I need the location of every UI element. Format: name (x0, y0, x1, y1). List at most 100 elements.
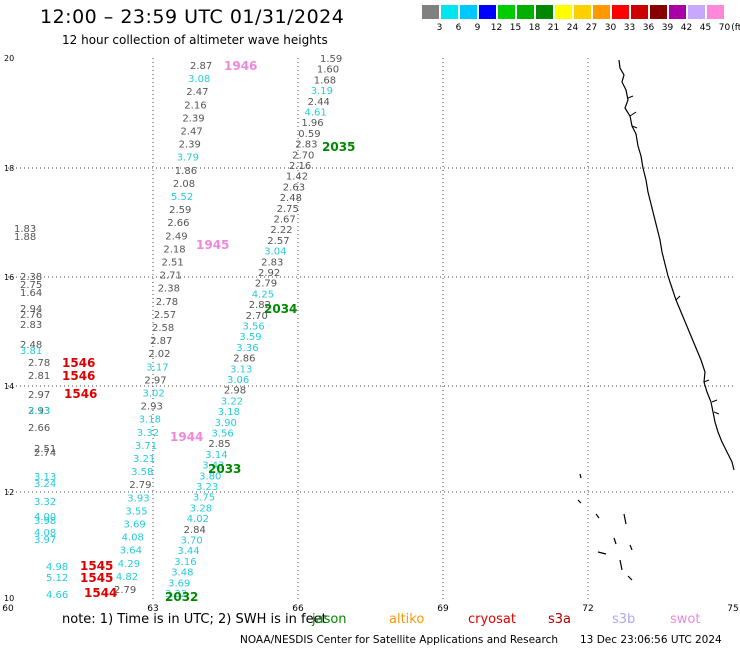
wave-height-label: 2.97 (28, 390, 50, 401)
wave-height-label: 2.59 (169, 205, 191, 216)
legend-label: 24 (566, 23, 579, 33)
map-title: 12:00 – 23:59 UTC 01/31/2024 (40, 6, 345, 28)
footer-note: note: 1) Time is in UTC; 2) SWH is in fe… (62, 612, 327, 627)
wave-height-label: 2.48 (20, 340, 42, 351)
pass-time-label: 1946 (224, 59, 257, 73)
wave-height-label: 3.69 (168, 578, 190, 589)
sat-altika: altiko (389, 612, 425, 627)
legend-label: 27 (585, 23, 598, 33)
wave-height-label: 3.16 (174, 557, 196, 568)
wave-height-label: 3.79 (177, 153, 199, 164)
wave-height-label: 2.39 (179, 140, 201, 151)
legend-swatch (650, 5, 667, 19)
legend-label: 9 (474, 23, 481, 33)
wave-height-label: 2.57 (267, 236, 289, 247)
legend-label: 21 (547, 23, 560, 33)
wave-height-label: 3.23 (196, 482, 218, 493)
wave-height-label: 2.98 (224, 386, 246, 397)
wave-height-label: 2.85 (208, 439, 230, 450)
lat-label: 12 (4, 488, 14, 497)
lon-label: 66 (292, 604, 304, 614)
wave-height-label: 2.44 (308, 97, 330, 108)
legend-label: 3 (436, 23, 443, 33)
legend-label: 42 (680, 23, 693, 33)
lat-label: 20 (4, 54, 14, 63)
sat-s3b: s3b (612, 612, 636, 627)
legend-unit: (ft) (731, 23, 740, 33)
wave-height-label: 2.63 (283, 182, 305, 193)
wave-height-label: 1.88 (14, 232, 36, 243)
legend-label: 70 (718, 23, 731, 33)
wave-height-label: 2.66 (167, 218, 189, 229)
wave-height-label: 2.58 (152, 323, 174, 334)
lat-label: 18 (4, 164, 14, 173)
wave-height-label: 2.38 (20, 272, 42, 283)
coastline (618, 59, 735, 471)
wave-height-label: 2.71 (160, 271, 182, 282)
legend-swatch (555, 5, 572, 19)
pass-time-label: 1546 (62, 356, 95, 370)
legend-label: 33 (623, 23, 636, 33)
pass-time-label: 2033 (208, 462, 241, 476)
wave-height-label: 3.28 (190, 503, 212, 514)
wave-height-label: 3.71 (135, 441, 157, 452)
wave-height-label: 2.94 (20, 304, 42, 315)
sat-swot: swot (670, 612, 701, 627)
wave-height-label: 3.44 (177, 546, 199, 557)
wave-height-label: 1.86 (175, 166, 197, 177)
wave-height-label: 3.56 (243, 322, 265, 333)
wave-height-label: 2.70 (292, 150, 314, 161)
wave-height-label: 3.19 (311, 86, 333, 97)
island-fragments (577, 473, 633, 581)
legend-swatch (688, 5, 705, 19)
wave-height-label: 2.57 (154, 310, 176, 321)
lon-label: 63 (147, 604, 158, 614)
pass-time-label: 2035 (322, 140, 355, 154)
legend-label: 45 (699, 23, 712, 33)
wave-height-label: 1.59 (320, 54, 342, 65)
wave-height-label: 3.13 (230, 364, 252, 375)
wave-height-label: 2.97 (144, 375, 166, 386)
wave-height-label: 1.96 (301, 118, 323, 129)
legend-swatch (669, 5, 686, 19)
lat-label: 10 (4, 594, 14, 603)
wave-height-label: 3.18 (139, 415, 161, 426)
wave-height-label: 2.66 (28, 423, 50, 434)
wave-height-label: 3.43 (202, 461, 224, 472)
lat-label: 16 (4, 273, 14, 282)
wave-height-label: 3.56 (212, 429, 234, 440)
legend-label: 15 (509, 23, 522, 33)
wave-height-label: 2.83 (261, 257, 283, 268)
wave-height-label: 3.64 (120, 546, 142, 557)
wave-height-label: 3.08 (188, 74, 210, 85)
wave-height-label: 3.69 (124, 520, 146, 531)
pass-time-label: 1545 (80, 559, 113, 573)
wave-height-label: 3.21 (133, 454, 155, 465)
pass-time-label: 2032 (165, 590, 198, 604)
wave-height-label: 3.06 (227, 375, 249, 386)
wave-height-label: 2.92 (258, 268, 280, 279)
lon-label: 60 (2, 604, 14, 614)
wave-height-label: 2.18 (163, 244, 185, 255)
wave-height-label: 4.61 (305, 108, 327, 119)
wave-height-label: 2.79 (255, 279, 277, 290)
wave-height-label: 3.32 (137, 428, 159, 439)
legend-swatch (612, 5, 629, 19)
wave-height-label: 4.82 (116, 572, 138, 583)
legend-label: 18 (528, 23, 541, 33)
wave-height-label: 2.16 (289, 161, 311, 172)
grid-lines (8, 58, 736, 600)
wave-height-label: 2.70 (246, 311, 268, 322)
wave-height-label: 1.64 (20, 288, 42, 299)
wave-height-label: 3.14 (205, 450, 227, 461)
legend-swatch (707, 5, 724, 19)
wave-height-label: 2.22 (270, 225, 292, 236)
sat-s3a: s3a (548, 612, 572, 627)
wave-height-label: 2.47 (181, 127, 203, 138)
wave-height-label: 2.82 (249, 300, 271, 311)
wave-height-label: 3.93 (127, 493, 149, 504)
wave-height-label: 2.76 (20, 310, 42, 321)
wave-height-label: 2.49 (165, 231, 187, 242)
wave-height-label: 3.04 (264, 247, 286, 258)
